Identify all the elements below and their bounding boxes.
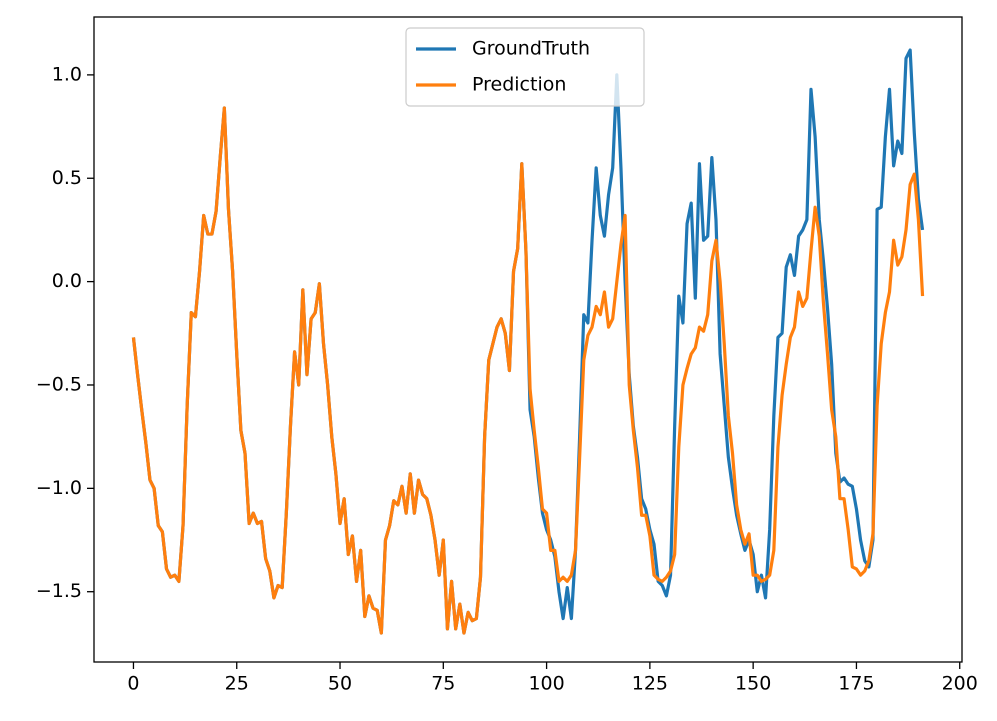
x-tick-label: 0: [127, 673, 139, 695]
series-line: [131, 106, 925, 635]
x-tick-label: 125: [632, 673, 668, 695]
y-tick-label: 1.0: [52, 63, 82, 85]
legend-label: Prediction: [472, 74, 566, 96]
legend-box: [405, 27, 645, 107]
x-tick-label: 175: [838, 673, 874, 695]
y-tick-label: 0.0: [52, 270, 82, 292]
plot-frame: [93, 16, 963, 663]
x-tick-label: 150: [735, 673, 771, 695]
legend-label: GroundTruth: [472, 38, 590, 60]
y-tick-label: 0.5: [52, 167, 82, 189]
y-tick-label: −0.5: [36, 373, 82, 395]
x-tick-label: 75: [431, 673, 455, 695]
x-tick-label: 100: [528, 673, 564, 695]
y-tick-label: −1.5: [36, 580, 82, 602]
legend: GroundTruth Prediction: [405, 27, 645, 107]
y-tick-label: −1.0: [36, 477, 82, 499]
x-tick-label: 200: [942, 673, 978, 695]
x-tick-label: 50: [328, 673, 352, 695]
x-tick-label: 25: [225, 673, 249, 695]
